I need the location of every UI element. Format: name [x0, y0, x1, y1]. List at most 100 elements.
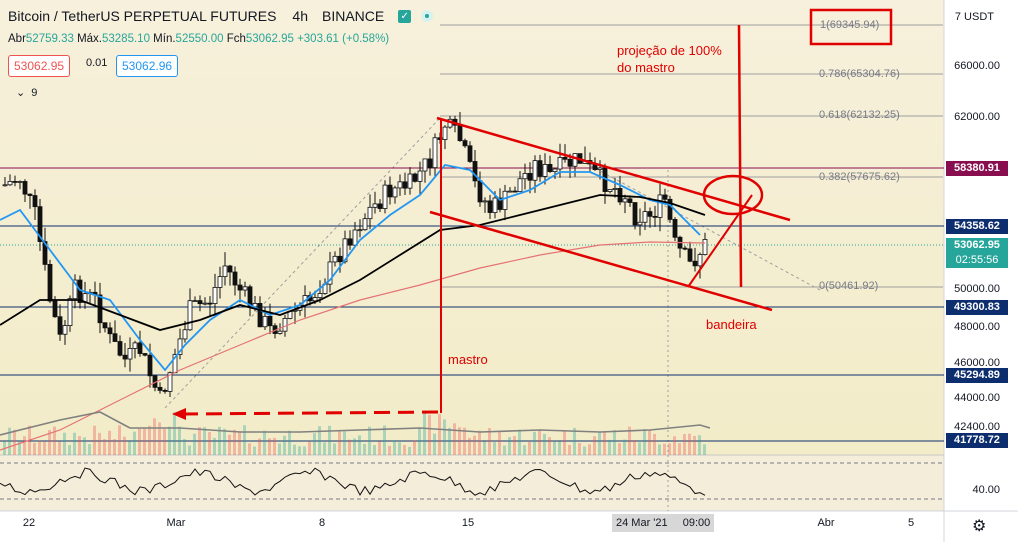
candle-body [122, 354, 128, 360]
candle-body [142, 353, 148, 356]
open-label: Abr [8, 33, 26, 45]
volume-bar [443, 419, 446, 455]
gear-icon[interactable]: ⚙ [972, 518, 987, 535]
volume-bar [213, 437, 216, 455]
price-axis-currency: USDT [964, 11, 994, 23]
volume-bar [403, 444, 406, 455]
volume-bar [673, 436, 676, 455]
fib-level-1[interactable]: 1(69345.94) [820, 19, 880, 31]
mastro-annotation[interactable]: mastro [448, 352, 488, 367]
candle-body [532, 160, 538, 181]
candle-body [537, 160, 543, 177]
candle-body [42, 241, 48, 265]
volume-bar [338, 431, 341, 455]
indicators-toggle[interactable]: ⌄ 9 [16, 86, 38, 100]
bandeira-annotation[interactable]: bandeira [706, 317, 757, 332]
volume-bar [393, 440, 396, 455]
volume-bar [628, 426, 631, 455]
volume-bar [248, 443, 251, 455]
fib-level-0[interactable]: 0(50461.92) [819, 280, 879, 292]
time-label-mar: Mar [166, 517, 186, 529]
volume-bar [348, 439, 351, 455]
candle-body [552, 168, 558, 172]
market-open-icon: ✓ [398, 9, 412, 23]
volume-bar [183, 439, 186, 455]
price-tick-42400: 42400.00 [954, 421, 1000, 433]
candle-body [52, 300, 58, 318]
volume-bar [158, 422, 161, 455]
volume-bar [698, 435, 701, 455]
volume-bar [218, 426, 221, 455]
candle-body [672, 219, 678, 238]
price-tick-48000: 48000.00 [954, 321, 1000, 333]
candle-body [327, 261, 333, 285]
candle-body [467, 145, 473, 162]
candle-body [667, 198, 673, 220]
price-badge-41778: 41778.72 [946, 433, 1008, 448]
volume-bar [693, 435, 696, 455]
candle-body [2, 184, 8, 187]
candle-body [367, 206, 373, 220]
volume-bar [298, 446, 301, 455]
volume-bar [653, 433, 656, 455]
volume-bar [428, 414, 431, 455]
volume-bar [378, 441, 381, 455]
candle-body [462, 140, 468, 147]
oscillator-tick-40: 40.00 [972, 484, 1000, 496]
volume-bar [203, 427, 206, 455]
volume-bar [483, 441, 486, 455]
volume-bar [688, 433, 691, 455]
ema-fast-line [0, 164, 701, 372]
fib-level-0786[interactable]: 0.786(65304.76) [819, 68, 900, 80]
candle-body [622, 198, 628, 203]
volume-bar [623, 439, 626, 455]
volume-bar [208, 432, 211, 455]
candle-body [432, 137, 438, 169]
sell-button[interactable]: 53062.95 [8, 55, 71, 77]
symbol-header[interactable]: Bitcoin / TetherUS PERPETUAL FUTURES 4h … [8, 8, 434, 24]
exchange-label: BINANCE [322, 8, 385, 24]
indicators-count: 9 [31, 86, 38, 99]
candle-body [237, 284, 243, 291]
volume-bar [558, 441, 561, 455]
volume-bar [178, 426, 181, 455]
candle-body [157, 386, 163, 391]
candle-body [442, 126, 448, 140]
crosshair-date-label: 24 Mar '21 09:00 [612, 514, 715, 532]
interval-label[interactable]: 4h [292, 8, 308, 24]
candle-body [492, 197, 498, 213]
candle-body [57, 316, 63, 335]
volume-bar [488, 427, 491, 455]
fib-level-0382[interactable]: 0.382(57675.62) [819, 171, 900, 183]
volume-bar [398, 442, 401, 455]
crosshair-date: 24 Mar '21 [616, 517, 668, 529]
candle-body [387, 184, 393, 198]
volume-bar [478, 430, 481, 455]
volume-bar [543, 434, 546, 455]
volume-bar [288, 430, 291, 455]
candle-body [502, 190, 508, 210]
fib-level-0618[interactable]: 0.618(62132.25) [819, 109, 900, 121]
candle-body [177, 338, 183, 355]
volume-bar [268, 438, 271, 455]
high-value: 53285.10 [102, 33, 150, 45]
candle-body [162, 390, 168, 392]
volume-bar [613, 430, 616, 455]
price-axis-top-tick: 7 [954, 11, 961, 23]
candle-body [557, 157, 563, 170]
candle-body [632, 202, 638, 226]
symbol-title[interactable]: Bitcoin / TetherUS PERPETUAL FUTURES [8, 8, 277, 24]
projection-annotation[interactable]: projeção de 100% do mastro [617, 43, 722, 75]
buy-button[interactable]: 53062.96 [116, 55, 179, 77]
candle-body [262, 315, 268, 328]
price-badge-58380: 58380.91 [946, 161, 1008, 176]
candle-body [207, 302, 213, 305]
candle-body [427, 158, 433, 169]
candle-body [37, 206, 43, 242]
candle-body [32, 195, 38, 208]
volume-bar [663, 443, 666, 455]
candle-body [27, 193, 33, 196]
volume-bar [273, 437, 276, 455]
